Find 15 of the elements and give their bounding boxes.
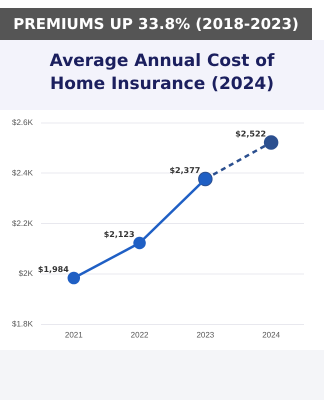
chart-subtitle: PREMIUMS UP 33.8% (2018-2023) <box>0 8 312 40</box>
x-tick-label: 2021 <box>64 330 84 340</box>
x-tick-label: 2023 <box>196 330 215 340</box>
data-label: $2,123 <box>104 230 135 240</box>
y-tick-label: $2.2K <box>12 218 34 228</box>
y-tick-label: $2K <box>18 269 34 278</box>
x-tick-label: 2024 <box>262 330 281 340</box>
y-tick-label: $1.8K <box>12 320 34 329</box>
x-tick-label: 2022 <box>130 330 150 340</box>
data-label: $1,984 <box>38 265 70 274</box>
data-label: $2,522 <box>235 130 266 139</box>
data-label: $2,377 <box>169 166 200 176</box>
y-tick-label: $2.6K <box>12 118 34 128</box>
y-tick-label: $2.4K <box>12 168 34 178</box>
chart-title: Average Annual Cost of Home Insurance (2024) <box>0 40 324 110</box>
